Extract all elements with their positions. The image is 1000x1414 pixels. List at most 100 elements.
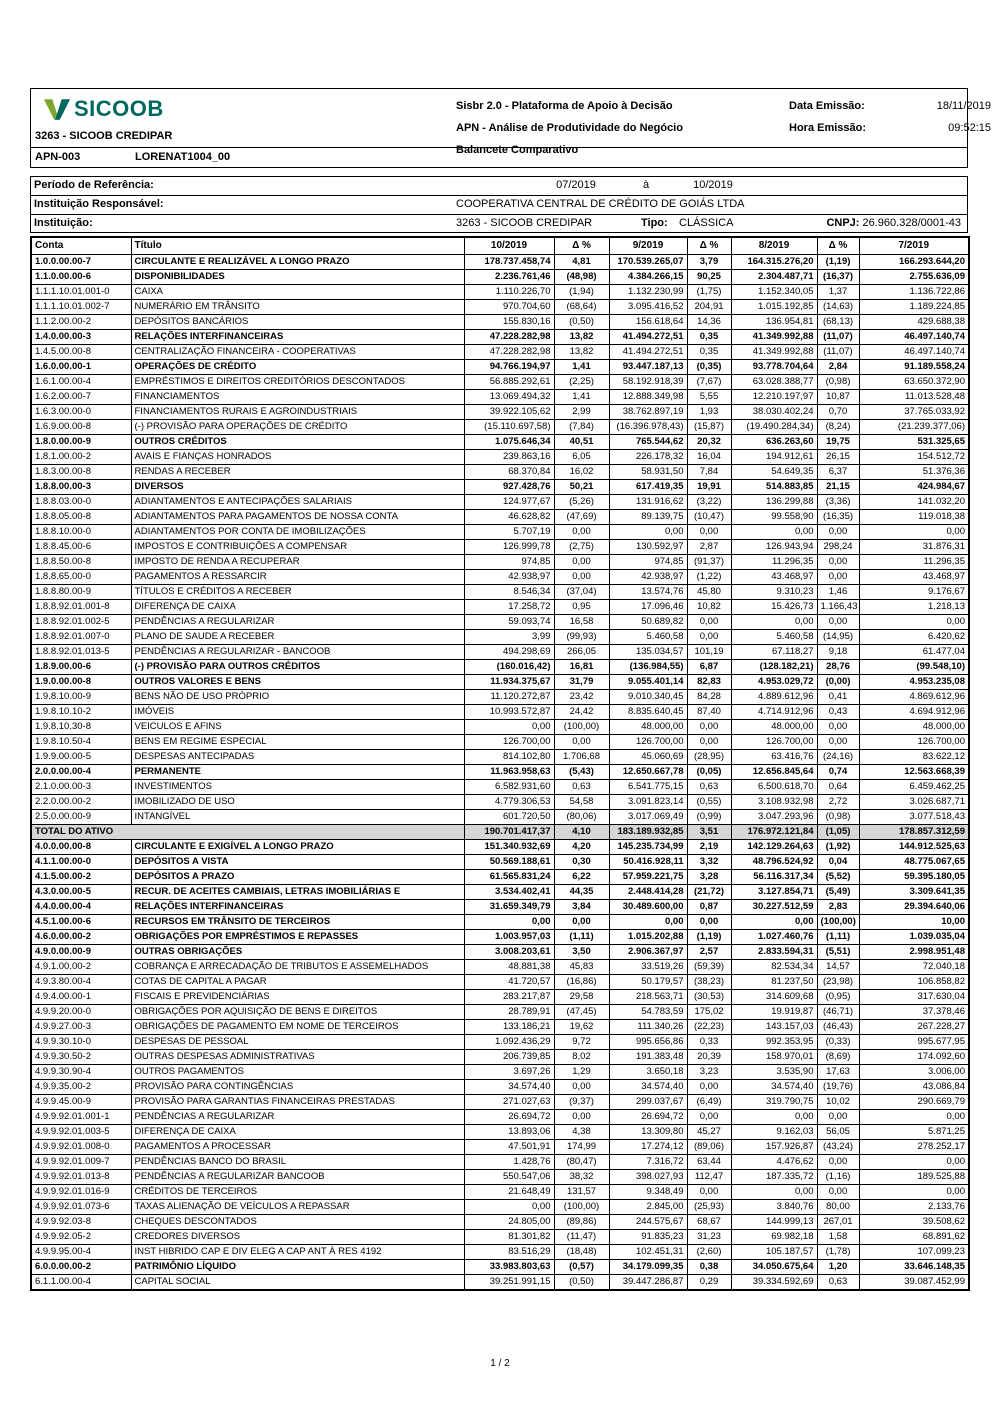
cell-conta: 4.9.9.95.00-4 — [30, 1243, 132, 1260]
cell-delta: 21,15 — [816, 478, 860, 495]
cell-delta: (14,95) — [816, 628, 860, 645]
cell-titulo: OUTRAS OBRIGAÇÕES — [130, 943, 465, 960]
cell-value: 0,00 — [730, 1183, 818, 1200]
reference-box: Período de Referência: 07/2019 à 10/2019… — [30, 176, 968, 233]
cell-value: 0,00 — [608, 523, 688, 540]
cell-titulo: CRÉDITOS DE TERCEIROS — [130, 1183, 465, 1200]
period-to: 10/2019 — [693, 179, 733, 191]
cell-value: 126.700,00 — [608, 733, 688, 750]
cell-delta: 0,64 — [816, 778, 860, 795]
cell-value: 191.383,48 — [608, 1048, 688, 1065]
cell-delta: 0,00 — [686, 1108, 732, 1125]
entity-name: 3263 - SICOOB CREDIPAR — [35, 130, 173, 142]
cell-value: 43.468,97 — [730, 568, 818, 585]
cell-value: 424.984,67 — [858, 478, 970, 495]
table-body: 1.0.0.00.00-7 CIRCULANTE E REALIZÁVEL A L… — [30, 253, 970, 1290]
cell-delta: 3,28 — [686, 868, 732, 885]
cell-value: 157.926,87 — [730, 1138, 818, 1155]
cell-value: 37.378,46 — [858, 1003, 970, 1020]
cell-delta: 0,00 — [553, 568, 610, 585]
cell-value: 46.497.140,74 — [858, 328, 970, 345]
cell-titulo: IMOBILIZADO DE USO — [130, 793, 465, 810]
cell-value: 0,00 — [858, 613, 970, 630]
cell-value: 6.541.775,15 — [608, 778, 688, 795]
cell-delta: (1,19) — [686, 928, 732, 945]
emission-date-label: Data Emissão: — [789, 100, 865, 112]
cell-delta: (68,64) — [553, 298, 610, 315]
cell-delta: 10,02 — [816, 1093, 860, 1110]
cell-delta: (0,50) — [553, 1273, 610, 1290]
cell-value: 11.013.528,48 — [858, 388, 970, 405]
cell-value: 130.592,97 — [608, 538, 688, 555]
cell-value: (128.182,21) — [730, 658, 818, 675]
cell-delta: (8,24) — [816, 418, 860, 435]
table-row: 4.9.4.00.00-1 FISCAIS E PREVIDENCIÁRIAS 28… — [30, 988, 970, 1005]
cell-titulo: CAIXA — [130, 283, 465, 300]
cell-value: 9.162,03 — [730, 1123, 818, 1140]
cell-conta: 4.0.0.00.00-8 — [30, 838, 132, 855]
cell-titulo: CIRCULANTE E EXIGÍVEL A LONGO PRAZO — [130, 838, 465, 855]
cell-delta: 0,74 — [816, 763, 860, 780]
cell-value: 41.349.992,88 — [730, 328, 818, 345]
cell-value: 107.099,23 — [858, 1243, 970, 1260]
cell-delta: 0,00 — [686, 613, 732, 630]
cell-titulo: CIRCULANTE E REALIZÁVEL A LONGO PRAZO — [130, 253, 465, 270]
cell-value: 0,00 — [463, 1198, 555, 1215]
cell-titulo: (-) PROVISÃO PARA OUTROS CRÉDITOS — [130, 658, 465, 675]
cell-value: 9.010.340,45 — [608, 688, 688, 705]
table-row: 4.9.9.45.00-9 PROVISÃO PARA GARANTIAS FIN… — [30, 1093, 970, 1110]
cell-value: 7.316,72 — [608, 1153, 688, 1170]
cell-delta: 0,00 — [553, 733, 610, 750]
cell-delta: 1.706,68 — [553, 748, 610, 765]
table-row: 4.1.5.00.00-2 DEPÓSITOS A PRAZO 61.565.831… — [30, 868, 970, 885]
cell-conta: 1.8.8.05.00-8 — [30, 508, 132, 525]
cell-delta: (89,06) — [686, 1138, 732, 1155]
cell-delta: (3,36) — [816, 493, 860, 510]
cell-delta: 16,02 — [553, 463, 610, 480]
cell-conta: 4.4.0.00.00-4 — [30, 898, 132, 915]
cell-titulo: DEPÓSITOS A PRAZO — [130, 868, 465, 885]
cell-delta: 0,00 — [686, 913, 732, 930]
cell-value: 119.018,38 — [858, 508, 970, 525]
cell-value: 190.701.417,37 — [463, 823, 555, 840]
cell-delta: 174,99 — [553, 1138, 610, 1155]
cell-delta: (0,35) — [686, 358, 732, 375]
cell-delta: 1,29 — [553, 1063, 610, 1080]
cell-value: (16.396.978,43) — [608, 418, 688, 435]
cell-value: 155.830,16 — [463, 313, 555, 330]
table-row: 1.9.9.00.00-5 DESPESAS ANTECIPADAS 814.102… — [30, 748, 970, 765]
cell-value: 37.765.033,92 — [858, 403, 970, 420]
cell-value: 0,00 — [463, 718, 555, 735]
cell-delta: (1,22) — [686, 568, 732, 585]
cell-delta: (59,39) — [686, 958, 732, 975]
cell-delta: (9,37) — [553, 1093, 610, 1110]
cell-delta: (3,22) — [686, 493, 732, 510]
cell-value: 4.953.235,08 — [858, 673, 970, 690]
cell-value: 278.252,17 — [858, 1138, 970, 1155]
cell-value: 1.039.035,04 — [858, 928, 970, 945]
cell-value: 317.630,04 — [858, 988, 970, 1005]
cell-value: 267.228,27 — [858, 1018, 970, 1035]
cell-value: 54.783,59 — [608, 1003, 688, 1020]
cell-value: 126.700,00 — [858, 733, 970, 750]
cell-delta: 50,21 — [553, 478, 610, 495]
cell-value: 126.700,00 — [463, 733, 555, 750]
cell-delta: (1,92) — [816, 838, 860, 855]
cell-value: 2.998.951,48 — [858, 943, 970, 960]
cell-delta: 0,00 — [816, 1153, 860, 1170]
cell-value: 1.110.226,70 — [463, 283, 555, 300]
cell-conta: 1.8.1.00.00-2 — [30, 448, 132, 465]
cell-delta: 0,35 — [686, 328, 732, 345]
table-row: 1.8.8.92.01.013-5 PENDÊNCIAS A REGULARIZA… — [30, 643, 970, 660]
cell-delta: (0,57) — [553, 1258, 610, 1275]
cell-titulo: ADIANTAMENTOS E ANTECIPAÇÕES SALARIAIS — [130, 493, 465, 510]
cell-titulo: COBRANÇA E ARRECADAÇÃO DE TRIBUTOS E ASS… — [130, 958, 465, 975]
cell-delta: (1,11) — [553, 928, 610, 945]
cell-value: 4.889.612,96 — [730, 688, 818, 705]
cell-value: 50.179,57 — [608, 973, 688, 990]
cell-value: 59.395.180,05 — [858, 868, 970, 885]
cell-delta: 19,91 — [686, 478, 732, 495]
cell-value: 15.426,73 — [730, 598, 818, 615]
cell-value: 1.092.436,29 — [463, 1033, 555, 1050]
